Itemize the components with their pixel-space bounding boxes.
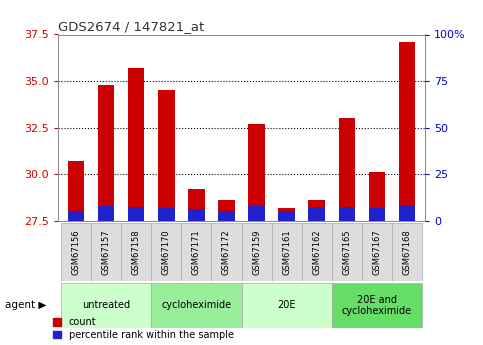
Text: GSM67158: GSM67158: [132, 229, 141, 275]
Bar: [242, 223, 271, 281]
Bar: [188, 189, 205, 221]
Text: GSM67167: GSM67167: [372, 229, 382, 275]
Bar: [98, 206, 114, 221]
Text: GSM67171: GSM67171: [192, 229, 201, 275]
Text: 20E and
cycloheximide: 20E and cycloheximide: [342, 295, 412, 316]
Bar: [188, 209, 205, 221]
Bar: [332, 283, 422, 328]
Legend: count, percentile rank within the sample: count, percentile rank within the sample: [53, 317, 234, 340]
Text: untreated: untreated: [82, 300, 130, 310]
Bar: [278, 210, 295, 221]
Bar: [212, 223, 242, 281]
Bar: [98, 85, 114, 221]
Bar: [278, 208, 295, 221]
Bar: [218, 200, 235, 221]
Text: GSM67165: GSM67165: [342, 229, 351, 275]
Text: cycloheximide: cycloheximide: [161, 300, 231, 310]
Text: GSM67172: GSM67172: [222, 229, 231, 275]
Text: GSM67157: GSM67157: [101, 229, 111, 275]
Bar: [121, 223, 151, 281]
Bar: [61, 223, 91, 281]
Bar: [271, 223, 302, 281]
Bar: [339, 118, 355, 221]
Bar: [158, 208, 174, 221]
Bar: [128, 207, 144, 221]
Bar: [91, 223, 121, 281]
Bar: [332, 223, 362, 281]
Text: GSM67159: GSM67159: [252, 229, 261, 275]
Text: GSM67161: GSM67161: [282, 229, 291, 275]
Bar: [309, 200, 325, 221]
Bar: [218, 211, 235, 221]
Bar: [61, 283, 151, 328]
Bar: [309, 207, 325, 221]
Text: agent ▶: agent ▶: [5, 300, 46, 310]
Bar: [362, 223, 392, 281]
Text: GDS2674 / 147821_at: GDS2674 / 147821_at: [58, 20, 204, 33]
Text: GSM67156: GSM67156: [71, 229, 81, 275]
Bar: [248, 206, 265, 221]
Bar: [339, 207, 355, 221]
Bar: [128, 68, 144, 221]
Bar: [369, 172, 385, 221]
Text: 20E: 20E: [277, 300, 296, 310]
Text: GSM67170: GSM67170: [162, 229, 171, 275]
Bar: [392, 223, 422, 281]
Bar: [158, 90, 174, 221]
Bar: [302, 223, 332, 281]
Bar: [398, 42, 415, 221]
Bar: [151, 283, 242, 328]
Bar: [369, 208, 385, 221]
Text: GSM67162: GSM67162: [312, 229, 321, 275]
Bar: [68, 210, 85, 221]
Bar: [398, 205, 415, 221]
Bar: [248, 124, 265, 221]
Bar: [151, 223, 181, 281]
Bar: [181, 223, 212, 281]
Bar: [242, 283, 332, 328]
Bar: [68, 161, 85, 221]
Text: GSM67168: GSM67168: [402, 229, 412, 275]
